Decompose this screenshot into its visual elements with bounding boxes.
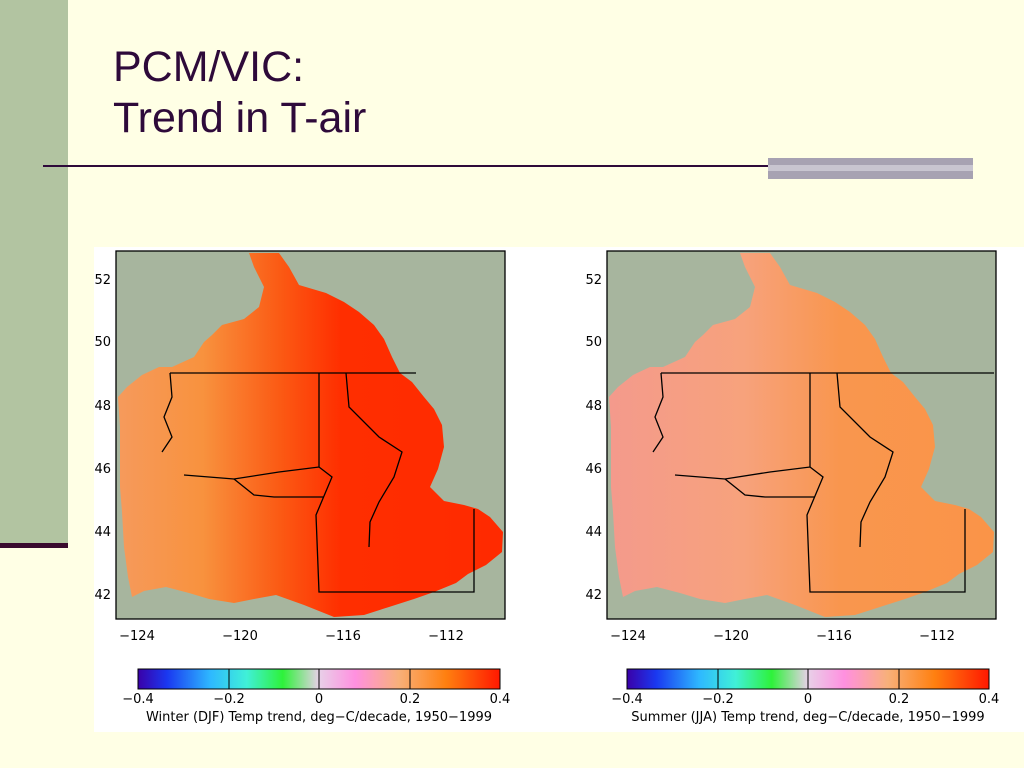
slide-title: PCM/VIC: Trend in T-air [113, 42, 366, 144]
title-underline [43, 165, 973, 167]
summer-xtick-2: −116 [816, 629, 852, 644]
summer-ytick-2: 46 [585, 462, 602, 477]
figure-panel: 42 44 46 48 50 52 −124 −120 −116 −112 [94, 247, 1024, 732]
summer-trend-field [609, 253, 994, 617]
summer-ytick-1: 44 [585, 525, 602, 540]
winter-colorbar: −0.4 −0.2 0 0.2 0.4 Winter (DJF) Temp tr… [122, 668, 511, 725]
winter-xtick-1: −120 [222, 629, 258, 644]
left-decor-bar [0, 0, 68, 545]
summer-cb-tick-3: 0.2 [889, 692, 910, 707]
winter-cb-tick-1: −0.2 [213, 692, 245, 707]
slide-title-line1: PCM/VIC: [113, 43, 305, 91]
summer-xtick-3: −112 [919, 629, 955, 644]
winter-xtick-3: −112 [428, 629, 464, 644]
winter-trend-field [118, 253, 503, 617]
winter-cb-tick-3: 0.2 [400, 692, 421, 707]
summer-ytick-5: 52 [585, 273, 602, 288]
winter-ytick-3: 48 [94, 399, 111, 414]
summer-cb-tick-4: 0.4 [979, 692, 1000, 707]
summer-cb-tick-0: −0.4 [611, 692, 643, 707]
summer-colorbar-caption: Summer (JJA) Temp trend, deg−C/decade, 1… [631, 710, 984, 725]
summer-xtick-0: −124 [610, 629, 646, 644]
winter-colorbar-caption: Winter (DJF) Temp trend, deg−C/decade, 1… [146, 710, 492, 725]
winter-cb-tick-2: 0 [315, 692, 323, 707]
summer-ytick-4: 50 [585, 335, 602, 350]
winter-ytick-5: 52 [94, 273, 111, 288]
summer-cb-tick-2: 0 [804, 692, 812, 707]
summer-boundaries [652, 372, 994, 593]
winter-ytick-4: 50 [94, 335, 111, 350]
summer-ytick-0: 42 [585, 588, 602, 603]
summer-ytick-3: 48 [585, 399, 602, 414]
title-accent-bar [768, 158, 973, 179]
left-decor-rule [0, 543, 68, 548]
winter-cb-tick-4: 0.4 [490, 692, 511, 707]
figure-svg: 42 44 46 48 50 52 −124 −120 −116 −112 [94, 250, 1000, 725]
summer-xtick-1: −120 [713, 629, 749, 644]
winter-xtick-0: −124 [119, 629, 155, 644]
summer-cb-tick-1: −0.2 [702, 692, 734, 707]
winter-ytick-0: 42 [94, 588, 111, 603]
winter-cb-tick-0: −0.4 [122, 692, 154, 707]
winter-ytick-1: 44 [94, 525, 111, 540]
winter-map-panel: 42 44 46 48 50 52 −124 −120 −116 −112 [94, 250, 511, 725]
slide-title-line2: Trend in T-air [113, 94, 367, 142]
summer-map-panel: 42 44 46 48 50 52 −124 −120 −116 −112 [585, 250, 1000, 725]
winter-xtick-2: −116 [325, 629, 361, 644]
winter-boundaries [161, 372, 475, 593]
summer-colorbar: −0.4 −0.2 0 0.2 0.4 Summer (JJA) Temp tr… [611, 668, 1000, 725]
winter-ytick-2: 46 [94, 462, 111, 477]
